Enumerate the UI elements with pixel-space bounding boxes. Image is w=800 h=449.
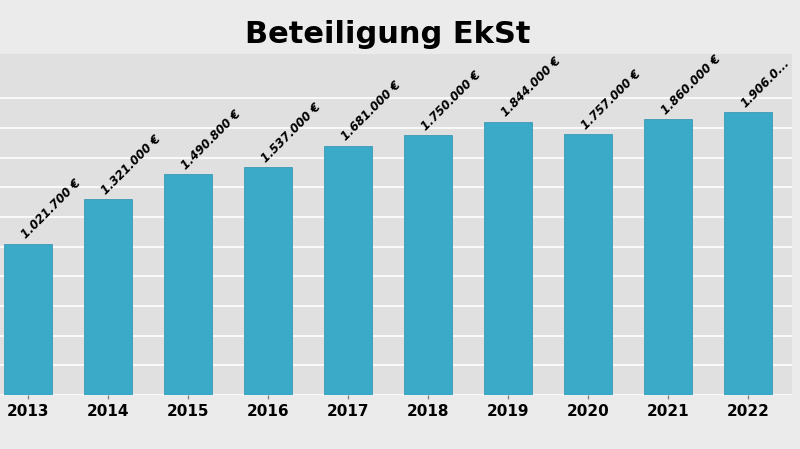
Bar [84,199,132,395]
Text: 1.757.000 €: 1.757.000 € [579,68,643,132]
Bar [244,167,292,395]
Bar [644,119,692,395]
Text: 1.021.700 €: 1.021.700 € [19,177,83,241]
Text: 1.321.000 €: 1.321.000 € [99,132,163,197]
Text: 1.537.000 €: 1.537.000 € [259,101,323,165]
Text: 1.750.000 €: 1.750.000 € [419,69,483,133]
Text: 1.844.000 €: 1.844.000 € [499,55,563,119]
Bar [484,122,532,395]
Text: 1.490.800 €: 1.490.800 € [179,107,243,172]
Text: 1.860.000 €: 1.860.000 € [659,53,723,117]
Bar [564,134,612,395]
Bar [724,112,772,395]
Title: Beteiligung EkSt: Beteiligung EkSt [246,20,530,49]
Bar [164,174,212,395]
Text: 1.906.0...: 1.906.0... [739,56,793,110]
Text: 1.681.000 €: 1.681.000 € [339,79,403,144]
Bar [4,243,52,395]
Bar [324,146,372,395]
Bar [404,136,452,395]
